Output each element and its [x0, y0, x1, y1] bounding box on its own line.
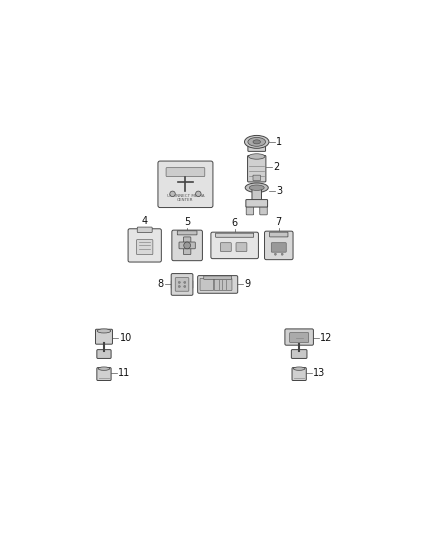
Ellipse shape	[97, 329, 111, 333]
FancyBboxPatch shape	[97, 368, 111, 381]
Circle shape	[170, 191, 175, 197]
Ellipse shape	[249, 185, 264, 190]
FancyBboxPatch shape	[177, 231, 197, 235]
FancyBboxPatch shape	[158, 161, 213, 207]
Text: 13: 13	[314, 368, 326, 378]
Ellipse shape	[249, 154, 265, 159]
FancyBboxPatch shape	[271, 243, 286, 252]
FancyBboxPatch shape	[200, 278, 214, 290]
Circle shape	[274, 253, 276, 255]
FancyBboxPatch shape	[270, 232, 288, 237]
FancyBboxPatch shape	[171, 281, 174, 288]
Text: 2: 2	[273, 163, 279, 172]
FancyBboxPatch shape	[137, 227, 152, 232]
Circle shape	[281, 253, 283, 255]
FancyBboxPatch shape	[253, 175, 261, 181]
FancyBboxPatch shape	[166, 168, 205, 176]
Ellipse shape	[244, 135, 269, 148]
Circle shape	[178, 281, 180, 284]
Text: 5: 5	[184, 217, 190, 227]
FancyBboxPatch shape	[290, 333, 309, 343]
FancyBboxPatch shape	[265, 231, 293, 260]
FancyBboxPatch shape	[247, 156, 266, 182]
Text: 11: 11	[118, 368, 131, 378]
FancyBboxPatch shape	[260, 205, 267, 215]
Ellipse shape	[98, 367, 110, 370]
Text: 7: 7	[276, 217, 282, 227]
Circle shape	[184, 281, 186, 284]
Circle shape	[184, 242, 191, 249]
FancyBboxPatch shape	[97, 350, 111, 358]
Text: 1: 1	[276, 137, 283, 147]
Circle shape	[184, 286, 186, 287]
Ellipse shape	[253, 140, 261, 144]
FancyBboxPatch shape	[204, 276, 232, 279]
Text: 4: 4	[141, 216, 148, 225]
FancyBboxPatch shape	[246, 205, 254, 215]
FancyBboxPatch shape	[236, 243, 247, 252]
Text: CENTER: CENTER	[177, 198, 194, 201]
Text: 9: 9	[245, 279, 251, 289]
Circle shape	[196, 191, 201, 197]
FancyBboxPatch shape	[95, 329, 113, 344]
FancyBboxPatch shape	[128, 229, 161, 262]
FancyBboxPatch shape	[291, 350, 307, 358]
FancyBboxPatch shape	[252, 187, 261, 201]
Text: 12: 12	[320, 333, 332, 343]
Text: 3: 3	[276, 186, 283, 196]
FancyBboxPatch shape	[285, 329, 314, 345]
FancyBboxPatch shape	[214, 278, 232, 290]
FancyBboxPatch shape	[246, 199, 268, 207]
FancyBboxPatch shape	[175, 278, 189, 291]
FancyBboxPatch shape	[172, 230, 202, 261]
FancyBboxPatch shape	[292, 368, 306, 381]
FancyBboxPatch shape	[211, 232, 258, 259]
Text: 6: 6	[232, 218, 238, 228]
Ellipse shape	[293, 367, 305, 370]
FancyBboxPatch shape	[171, 273, 193, 295]
Circle shape	[178, 286, 180, 287]
FancyBboxPatch shape	[184, 237, 191, 255]
Text: UCONNECT MEDIA: UCONNECT MEDIA	[166, 194, 204, 198]
FancyBboxPatch shape	[190, 281, 193, 288]
FancyBboxPatch shape	[137, 240, 153, 255]
Ellipse shape	[245, 183, 268, 192]
Text: 8: 8	[158, 279, 164, 289]
FancyBboxPatch shape	[220, 243, 231, 252]
FancyBboxPatch shape	[248, 143, 265, 151]
Text: 10: 10	[120, 333, 132, 343]
FancyBboxPatch shape	[215, 233, 254, 237]
FancyBboxPatch shape	[198, 276, 238, 293]
FancyBboxPatch shape	[179, 242, 195, 249]
Ellipse shape	[248, 138, 265, 146]
